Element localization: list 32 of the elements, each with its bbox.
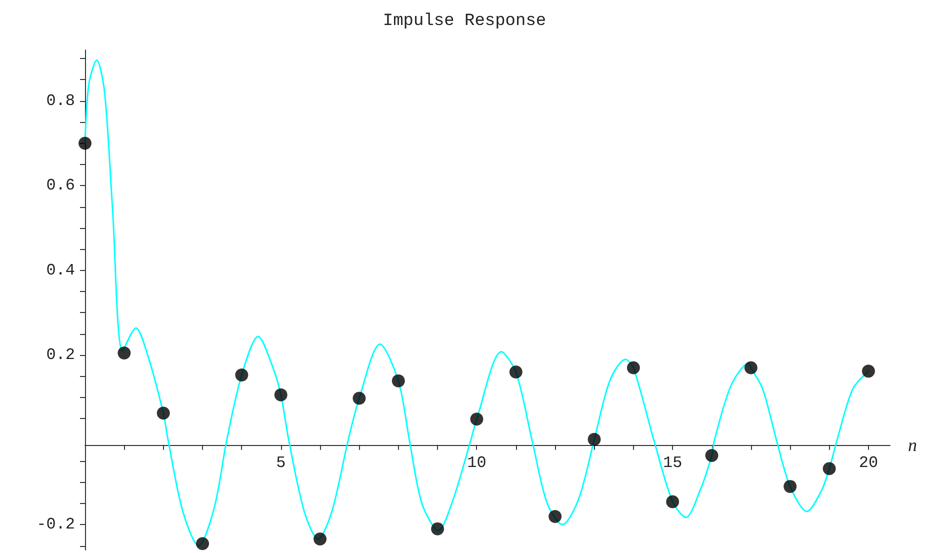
point [392, 374, 405, 388]
point [744, 361, 758, 374]
point [314, 532, 327, 546]
point [431, 522, 444, 536]
point [705, 449, 718, 462]
x-axis-title: n [908, 434, 917, 455]
x-tick-label: 15 [662, 454, 682, 472]
point [588, 432, 601, 446]
point [352, 392, 366, 405]
point [509, 366, 522, 379]
point [548, 510, 562, 524]
x-tick-label: 5 [276, 454, 286, 472]
chart-title: Impulse Response [382, 12, 546, 31]
point [235, 368, 248, 382]
point [274, 388, 288, 402]
y-tick-label: 0.8 [46, 92, 75, 110]
point [470, 412, 484, 426]
point [156, 406, 170, 420]
point [626, 361, 640, 374]
point [822, 462, 836, 476]
y-tick-label: 0.6 [46, 176, 75, 195]
y-tick-label: 0.2 [46, 346, 75, 364]
point [862, 364, 875, 378]
point [784, 480, 797, 493]
point [118, 346, 131, 360]
x-tick-label: 20 [858, 454, 878, 472]
point [78, 136, 92, 150]
y-tick-label: 0.4 [46, 261, 75, 280]
point [196, 537, 210, 550]
y-tick-label: -0.2 [36, 516, 75, 534]
point [666, 495, 680, 508]
x-tick-label: 10 [467, 454, 486, 472]
